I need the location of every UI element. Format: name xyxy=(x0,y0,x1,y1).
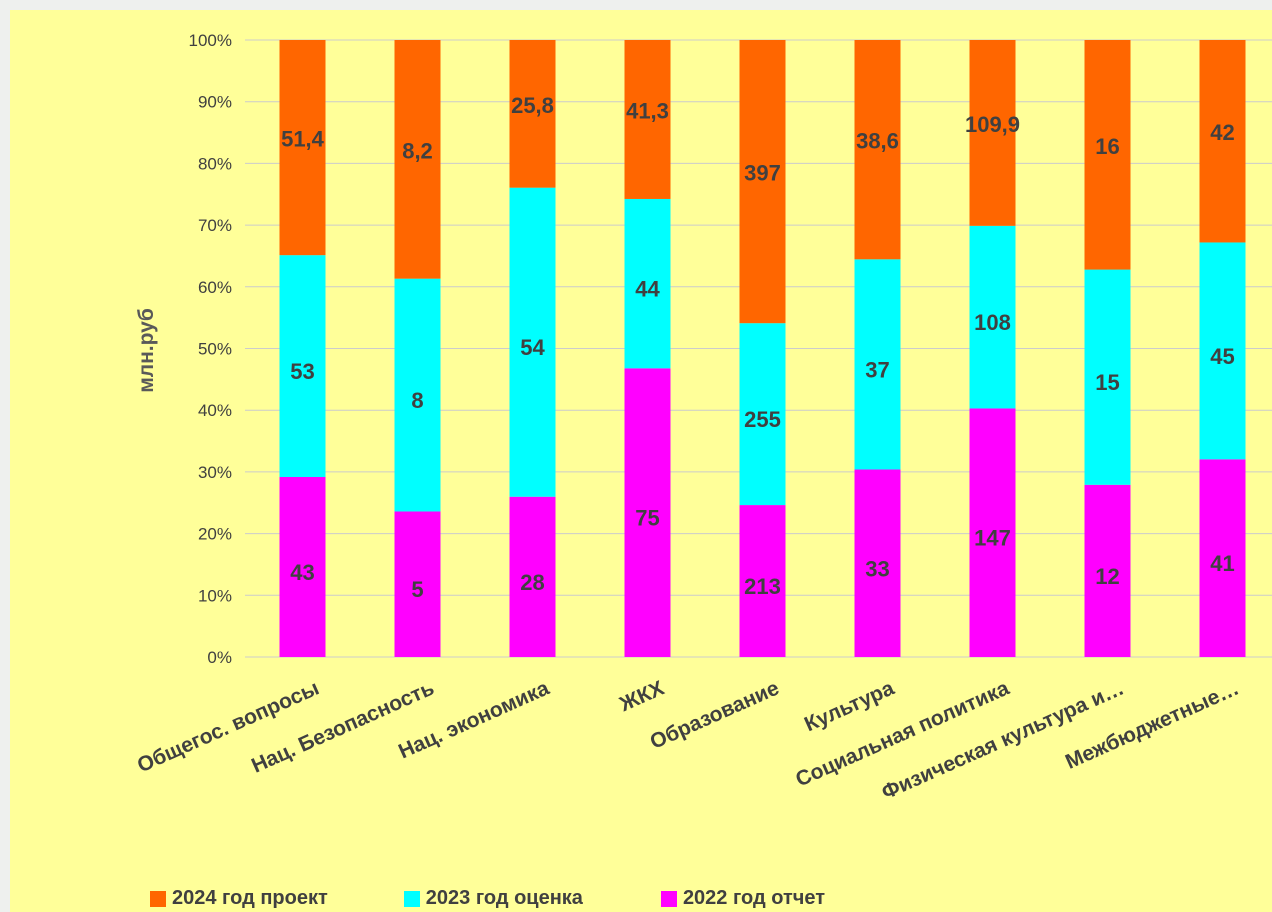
data-label: 44 xyxy=(635,277,660,302)
data-label: 12 xyxy=(1095,564,1119,589)
x-tick-label: ЖКХ xyxy=(615,677,667,717)
bar-segment xyxy=(969,225,1016,409)
bar-segment xyxy=(624,368,671,657)
y-tick-label: 20% xyxy=(198,525,232,544)
legend-item-2022: 2022 год отчет xyxy=(660,887,826,910)
data-label: 8,2 xyxy=(402,138,433,163)
stacked-bar-chart: 0% 10% 20% 30% 40% 50% 60% 70% 80% 90% 100% млн.руб… xyxy=(134,31,1272,804)
data-label: 45 xyxy=(1210,344,1234,369)
y-tick-label: 30% xyxy=(198,463,232,482)
bar-segment xyxy=(509,187,556,497)
bar-segment xyxy=(1199,459,1246,657)
x-tick-label: Общегос. вопросы xyxy=(134,677,323,778)
bar-segment xyxy=(279,40,326,256)
data-label: 41 xyxy=(1210,551,1234,576)
data-label: 43 xyxy=(290,560,314,585)
data-label: 51,4 xyxy=(281,127,325,152)
data-label: 213 xyxy=(744,574,781,599)
y-tick-label: 70% xyxy=(198,216,232,235)
bar-segment xyxy=(394,40,441,279)
bar-segment xyxy=(624,198,671,369)
y-tick-label: 100% xyxy=(189,31,232,50)
data-label: 109,9 xyxy=(965,112,1020,137)
bar-segment xyxy=(509,40,556,188)
bar-segment xyxy=(854,40,901,260)
legend: 2024 год проект 2023 год оценка 2022 год… xyxy=(150,887,825,910)
legend-swatch-2024 xyxy=(150,890,166,907)
bar-segment xyxy=(854,469,901,657)
bar-segment xyxy=(969,408,1016,657)
legend-swatch-2022 xyxy=(660,890,677,907)
y-tick-label: 40% xyxy=(198,401,232,420)
bar-segment xyxy=(624,40,671,199)
bar-segment xyxy=(394,278,441,512)
data-label: 75 xyxy=(635,506,659,531)
data-label: 53 xyxy=(290,359,314,384)
y-tick-label: 50% xyxy=(198,340,232,359)
bar-segment xyxy=(1084,484,1131,657)
data-label: 38,6 xyxy=(856,129,899,154)
x-tick-label: Культура xyxy=(801,676,898,736)
y-tick-label: 80% xyxy=(198,154,232,173)
bar-segment xyxy=(1199,40,1246,243)
data-label: 108 xyxy=(974,310,1011,335)
data-label: 42 xyxy=(1210,120,1234,145)
x-tick-label: Образование xyxy=(647,677,783,754)
legend-label-2023: 2023 год оценка xyxy=(425,887,583,909)
bar-segment xyxy=(739,505,786,657)
data-label: 8 xyxy=(411,388,423,413)
bar-segment xyxy=(1084,269,1131,485)
data-label: 16 xyxy=(1095,134,1119,159)
bar-segment xyxy=(279,477,326,657)
legend-label-2022: 2022 год отчет xyxy=(682,887,826,909)
bar-segment xyxy=(1199,242,1246,460)
bar-segment xyxy=(279,255,326,478)
bar-segment xyxy=(969,40,1016,226)
legend-swatch-2023 xyxy=(403,890,420,907)
data-label: 5 xyxy=(411,577,423,602)
data-label: 147 xyxy=(974,526,1011,551)
data-label: 37 xyxy=(865,357,889,382)
data-label: 15 xyxy=(1095,370,1119,395)
data-label: 33 xyxy=(865,556,889,581)
legend-item-2023: 2023 год оценка xyxy=(403,887,583,910)
x-tick-label: Нац. Безопасность xyxy=(248,677,437,778)
data-label: 28 xyxy=(520,570,544,595)
bar-segment xyxy=(739,323,786,506)
bar-segment xyxy=(739,40,786,324)
data-label: 54 xyxy=(520,335,545,360)
y-tick-label: 60% xyxy=(198,278,232,297)
bar-segment xyxy=(1084,40,1131,270)
bar-segment xyxy=(854,259,901,470)
y-tick-label: 90% xyxy=(198,93,232,112)
data-label: 255 xyxy=(744,407,781,432)
chart-panel: 0% 10% 20% 30% 40% 50% 60% 70% 80% 90% 100% млн.руб… xyxy=(10,10,1272,912)
legend-item-2024: 2024 год проект xyxy=(150,887,328,910)
bar-segment xyxy=(509,496,556,657)
data-label: 25,8 xyxy=(511,93,554,118)
legend-label-2024: 2024 год проект xyxy=(172,887,328,909)
y-axis-title: млн.руб xyxy=(135,308,158,393)
bar-segment xyxy=(394,511,441,657)
y-tick-label: 0% xyxy=(207,648,232,667)
data-label: 397 xyxy=(744,161,781,186)
y-tick-label: 10% xyxy=(198,586,232,605)
data-label: 41,3 xyxy=(626,98,669,123)
